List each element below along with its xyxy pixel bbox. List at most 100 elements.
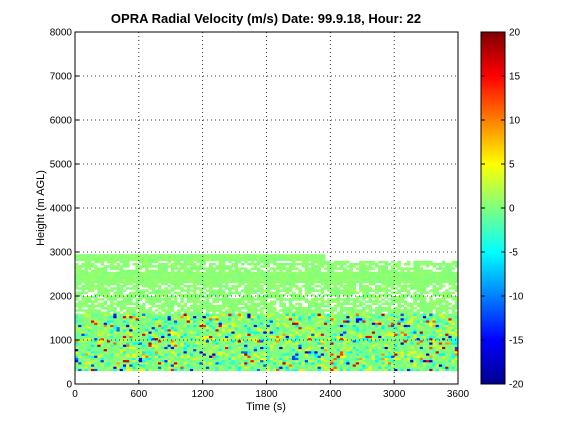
heatmap-cell [276,263,280,266]
heatmap-cell [256,309,261,312]
heatmap-cell [250,300,255,303]
heatmap-cell [215,309,219,312]
heatmap-cell [135,307,140,310]
heatmap-cell [320,357,325,361]
heatmap-cell [110,304,114,308]
heatmap-cell [327,267,331,270]
heatmap-cell [215,329,219,332]
heatmap-cell [272,344,277,347]
heatmap-cell [346,265,350,268]
heatmap-cell [209,368,213,372]
heatmap-cell [276,271,280,275]
heatmap-cell [183,278,188,281]
heatmap-cell [256,346,261,350]
heatmap-cell [87,263,92,266]
heatmap-cell [142,340,146,343]
heatmap-cell [359,355,363,358]
heatmap-cell [432,307,436,310]
heatmap-cell [266,331,270,334]
heatmap-cell [266,265,270,268]
heatmap-cell [173,260,178,264]
heatmap-cell [142,364,146,367]
heatmap-cell [129,359,133,363]
heatmap-cell [454,366,458,369]
heatmap-cell [323,340,328,343]
heatmap-cell [209,274,213,277]
heatmap-cell [244,346,248,350]
heatmap-cell [199,274,203,277]
heatmap-cell [320,337,325,341]
heatmap-cell [247,326,251,330]
heatmap-cell [183,302,188,306]
heatmap-cell [157,285,162,288]
heatmap-cell [84,269,89,273]
heatmap-cell [234,335,239,339]
heatmap-cell [397,333,401,336]
heatmap-cell [406,342,411,345]
heatmap-cell [129,355,133,358]
heatmap-cell [193,362,197,365]
heatmap-cell [75,271,79,275]
heatmap-cell [193,335,197,339]
heatmap-cell [323,300,328,303]
heatmap-cell [368,366,373,369]
heatmap-cell [87,289,92,292]
heatmap-cell [355,300,360,303]
heatmap-cell [330,353,334,356]
heatmap-cell [279,342,283,345]
heatmap-cell [157,359,162,363]
heatmap-cell [346,359,350,363]
heatmap-cell [225,267,229,270]
heatmap-cell [225,298,229,301]
heatmap-cell [231,256,235,259]
heatmap-cell [170,362,175,365]
heatmap-cell [336,333,341,336]
heatmap-cell [419,368,424,372]
heatmap-cell [422,282,427,286]
heatmap-cell [231,344,235,347]
heatmap-cell [406,274,411,277]
heatmap-cell [148,337,152,341]
heatmap-cell [202,368,207,372]
heatmap-cell [116,337,120,341]
heatmap-cell [237,271,242,275]
heatmap-cell [454,342,458,345]
heatmap-cell [164,287,168,290]
heatmap-cell [164,357,168,361]
heatmap-cell [445,335,449,339]
heatmap-cell [343,368,347,372]
heatmap-cell [126,282,130,286]
heatmap-cell [336,362,341,365]
heatmap-cell [116,280,120,284]
heatmap-cell [113,265,117,268]
heatmap-cell [317,311,322,314]
heatmap-cell [276,342,280,345]
heatmap-cell [87,274,92,277]
heatmap-cell [177,271,181,275]
heatmap-cell [247,331,251,334]
heatmap-cell [378,280,382,284]
heatmap-cell [359,285,363,288]
heatmap-cell [298,366,302,369]
heatmap-cell [279,285,283,288]
heatmap-cell [343,260,347,264]
heatmap-cell [81,258,85,262]
heatmap-cell [454,304,458,308]
heatmap-cell [228,291,232,295]
heatmap-cell [240,282,245,286]
heatmap-cell [193,293,197,297]
heatmap-cell [240,254,245,257]
heatmap-cell [384,282,389,286]
heatmap-cell [343,335,347,339]
heatmap-cell [381,351,385,354]
heatmap-cell [186,274,191,277]
heatmap-cell [215,362,219,365]
heatmap-cell [180,368,184,372]
heatmap-cell [157,357,162,361]
heatmap-cell [78,364,82,367]
heatmap-cell [256,302,261,306]
heatmap-cell [250,298,255,301]
heatmap-cell [116,289,120,292]
heatmap-cell [311,340,315,343]
heatmap-cell [75,256,79,259]
